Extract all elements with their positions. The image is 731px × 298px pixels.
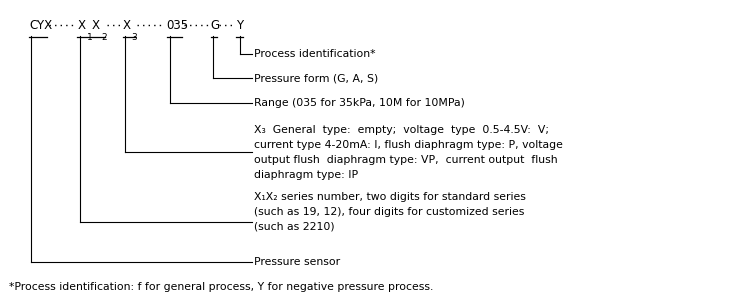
Text: Range (035 for 35kPa, 10M for 10MPa): Range (035 for 35kPa, 10M for 10MPa) — [254, 97, 465, 108]
Text: diaphragm type: IP: diaphragm type: IP — [254, 170, 358, 180]
Text: X₃  General  type:  empty;  voltage  type  0.5-4.5V:  V;: X₃ General type: empty; voltage type 0.5… — [254, 125, 550, 135]
Text: *Process identification: f for general process, Y for negative pressure process.: *Process identification: f for general p… — [9, 282, 433, 292]
Text: output flush  diaphragm type: VP,  current output  flush: output flush diaphragm type: VP, current… — [254, 155, 558, 165]
Text: current type 4-20mA: I, flush diaphragm type: P, voltage: current type 4-20mA: I, flush diaphragm … — [254, 140, 564, 150]
Text: 035: 035 — [167, 19, 189, 32]
Text: Process identification*: Process identification* — [254, 49, 376, 59]
Text: 2: 2 — [101, 33, 107, 42]
Text: CYX: CYX — [29, 19, 53, 32]
Text: X: X — [123, 19, 131, 32]
Text: 1: 1 — [87, 33, 93, 42]
Text: X: X — [77, 19, 86, 32]
Text: 3: 3 — [131, 33, 137, 42]
Text: (such as 2210): (such as 2210) — [254, 221, 335, 232]
Text: Pressure sensor: Pressure sensor — [254, 257, 341, 267]
Text: (such as 19, 12), four digits for customized series: (such as 19, 12), four digits for custom… — [254, 207, 525, 217]
Text: G: G — [211, 19, 219, 32]
Text: Pressure form (G, A, S): Pressure form (G, A, S) — [254, 73, 379, 83]
Text: X: X — [92, 19, 100, 32]
Text: Y: Y — [236, 19, 243, 32]
Text: X₁X₂ series number, two digits for standard series: X₁X₂ series number, two digits for stand… — [254, 192, 526, 202]
